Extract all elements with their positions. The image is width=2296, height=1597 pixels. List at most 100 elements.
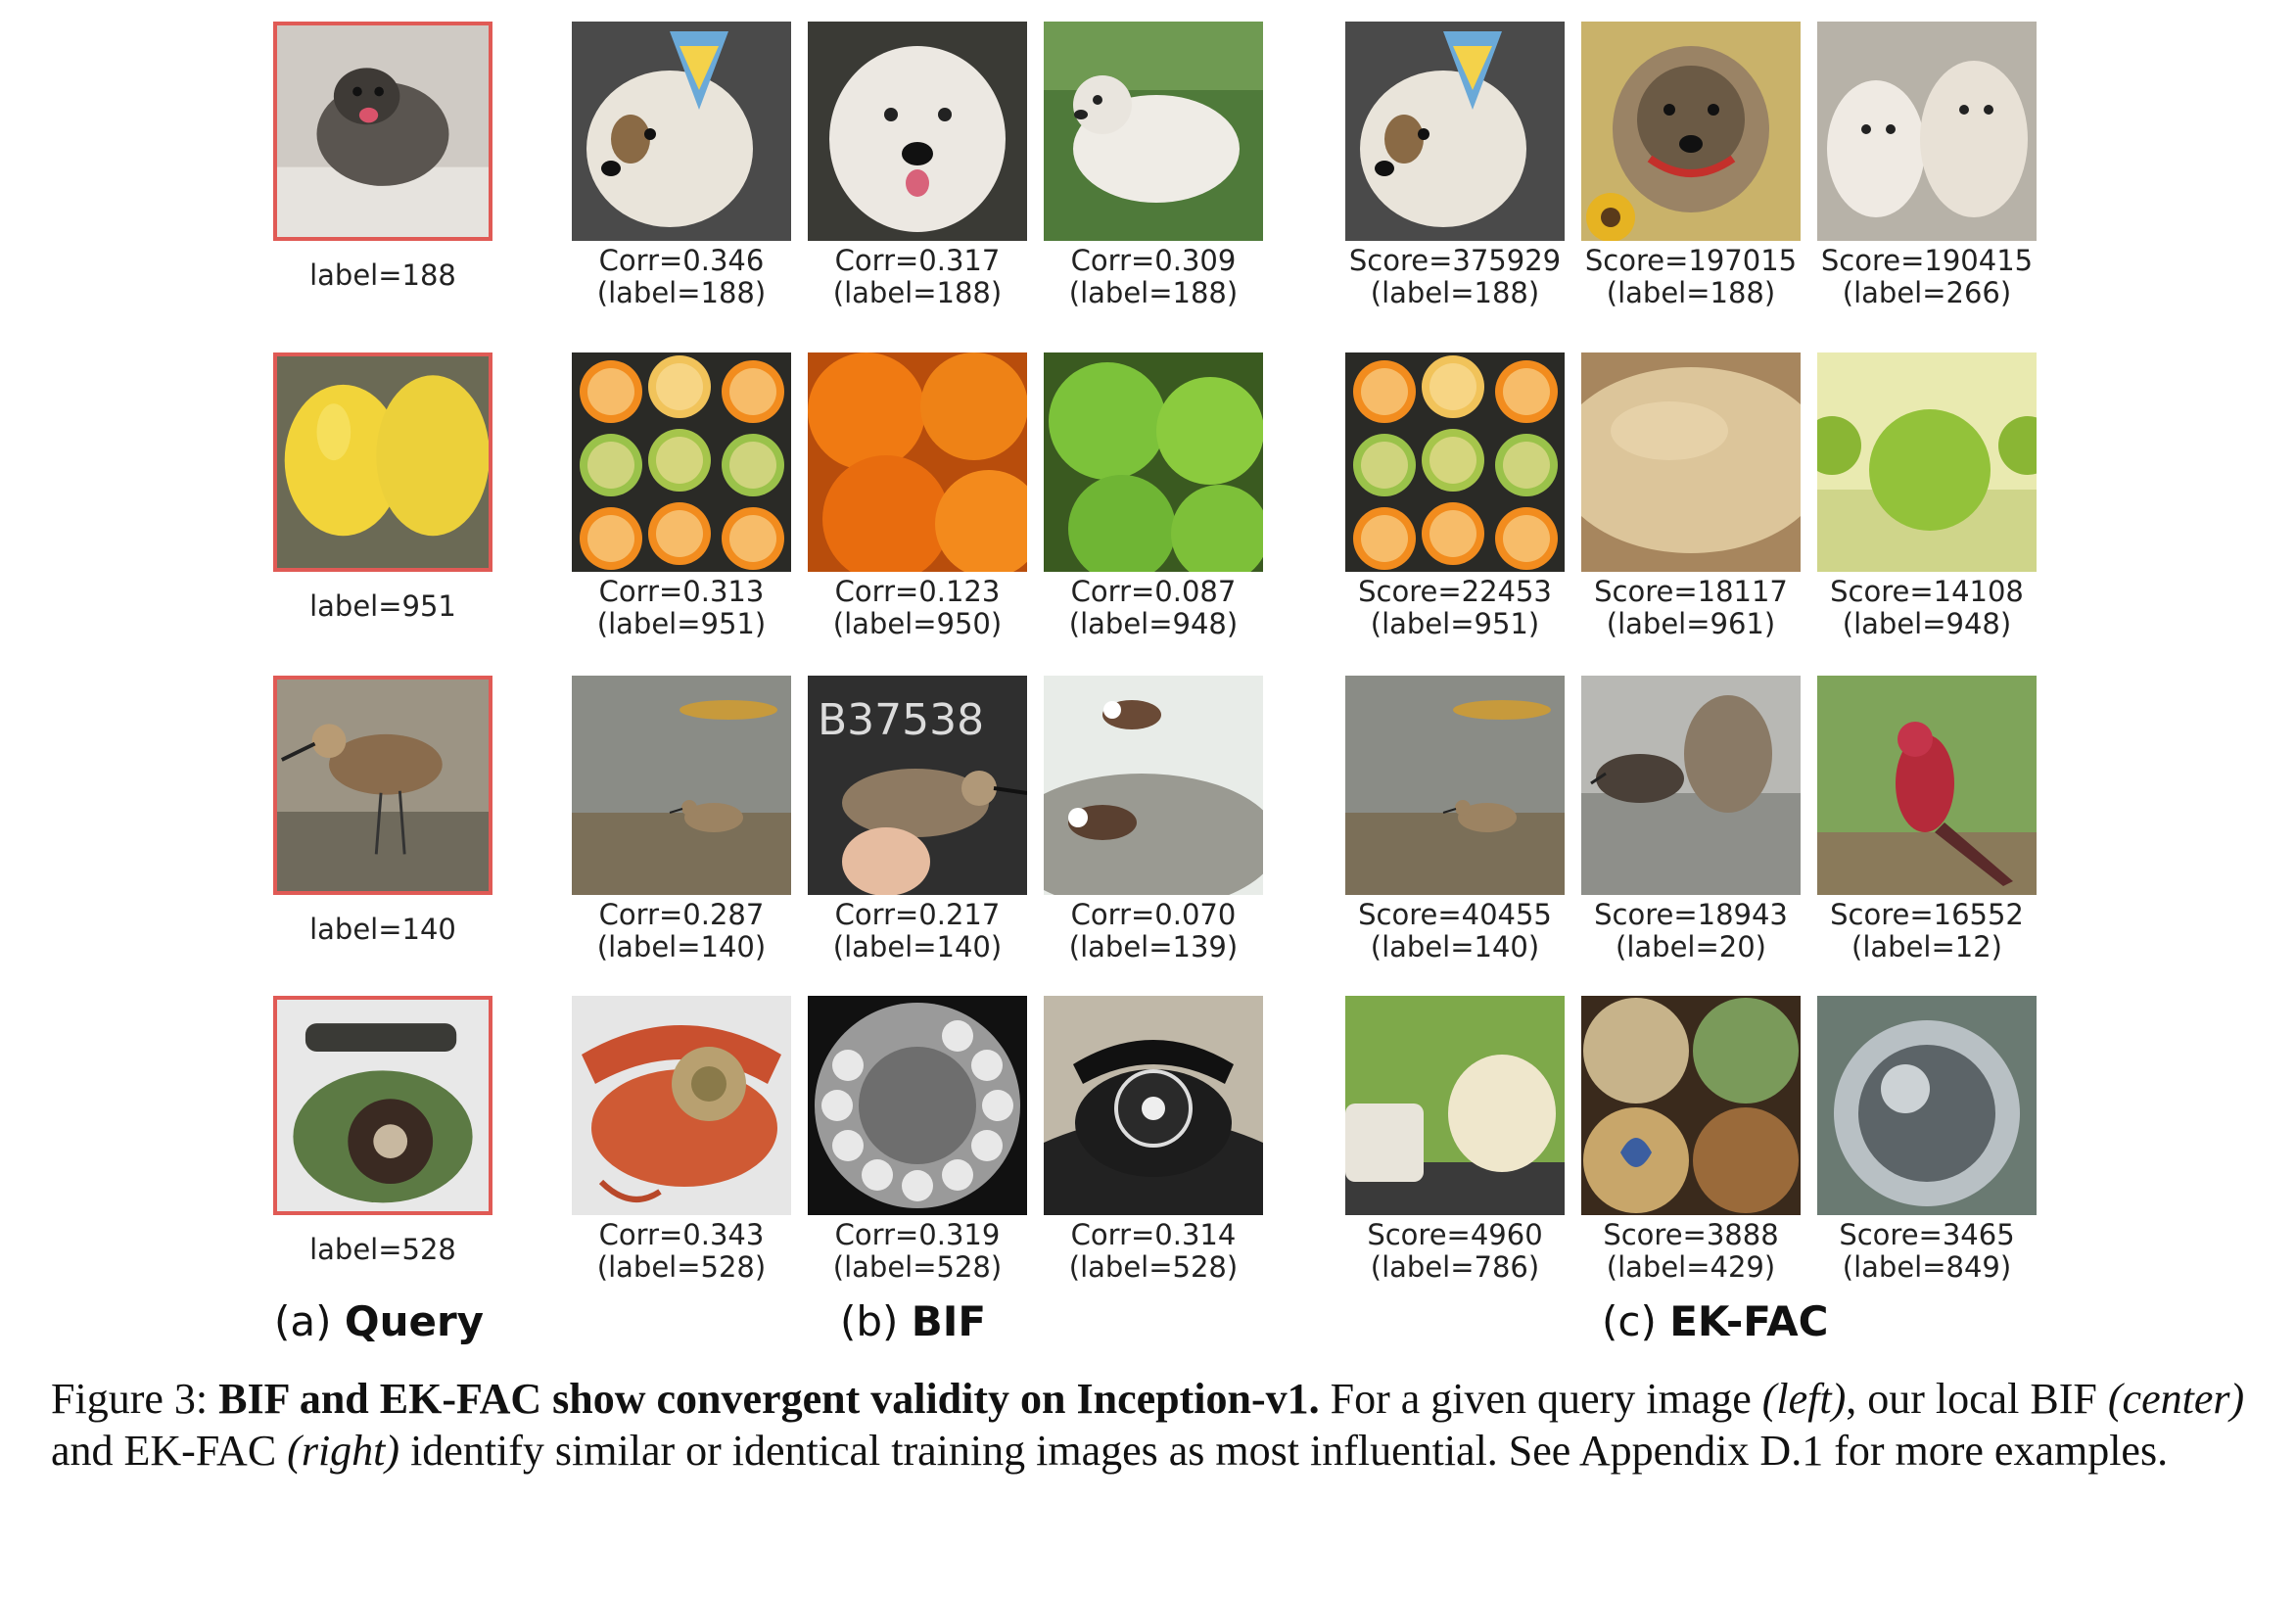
influential-image [1345,676,1565,895]
image-caption: Score=18117 (label=961) [1573,576,1808,640]
influential-image [808,352,1027,572]
score-text: Score=190415 [1820,244,2034,277]
influential-image [1581,996,1801,1215]
label-text: (label=961) [1606,607,1776,640]
query-image [273,22,492,241]
sandpiper-icon [277,680,489,891]
caption-italic: (center) [2107,1375,2245,1423]
label-text: (label=140) [832,930,1003,963]
caption-text: For a given query image [1330,1375,1752,1423]
label-text: (label=528) [596,1250,767,1284]
influential-image [808,22,1027,241]
rotary-dial-closeup-icon [808,996,1027,1215]
caption-italic: (left) [1761,1375,1847,1423]
query-label: label=188 [309,258,456,292]
caption-text: identify similar or identical training i… [410,1427,2169,1475]
label-text: (label=948) [1068,607,1239,640]
score-text: Corr=0.314 [1070,1218,1237,1251]
image-caption: Corr=0.070 (label=139) [1036,899,1271,963]
image-caption: Score=40455 (label=140) [1337,899,1572,963]
panel-prefix: (a) [274,1297,332,1345]
white-terrier-face-icon [808,22,1027,241]
panel-name: EK-FAC [1669,1297,1829,1345]
red-rotary-phone-icon [572,996,791,1215]
label-text: (label=140) [596,930,767,963]
score-text: Score=4960 [1367,1218,1543,1251]
score-text: Score=40455 [1358,898,1552,931]
image-caption: Score=3888 (label=429) [1573,1219,1808,1284]
label-text: (label=266) [1842,276,2012,309]
influential-image [1581,676,1801,895]
sandpiper-water-icon [1345,676,1565,895]
black-rotary-phone-icon [1044,996,1263,1215]
image-caption: Score=375929 (label=188) [1337,245,1572,309]
score-text: Corr=0.346 [598,244,765,277]
label-text: (label=188) [832,276,1003,309]
panel-prefix: (b) [840,1297,899,1345]
sliced-citrus-icon [572,352,791,572]
panel-label-bif: (b) BIF [840,1297,986,1345]
label-text: (label=12) [1851,930,2002,963]
sliced-citrus-icon [1345,352,1565,572]
score-text: Corr=0.070 [1070,898,1237,931]
label-text: (label=950) [832,607,1003,640]
chrome-kettle-icon [1817,996,2037,1215]
score-text: Corr=0.343 [598,1218,765,1251]
image-caption: Corr=0.313 (label=951) [564,576,799,640]
caption-figure-number: Figure 3: [51,1375,209,1423]
score-text: Corr=0.317 [834,244,1001,277]
influential-image [1817,996,2037,1215]
green-apple-icon [1817,352,2037,572]
score-text: Score=18117 [1594,575,1788,608]
influential-image [1581,22,1801,241]
influential-image [808,996,1027,1215]
dough-icon [1581,352,1801,572]
image-caption: Score=16552 (label=12) [1809,899,2044,963]
query-image [273,676,492,895]
image-caption: Corr=0.087 (label=948) [1036,576,1271,640]
image-caption: Corr=0.217 (label=140) [800,899,1035,963]
query-label: label=528 [309,1233,456,1266]
query-label: label=140 [309,913,456,946]
caption-italic: (right) [287,1427,400,1475]
influential-image [572,996,791,1215]
influential-image [1044,996,1263,1215]
panel-label-ekfac: (c) EK-FAC [1602,1297,1828,1345]
label-text: (label=528) [1068,1250,1239,1284]
score-text: Corr=0.309 [1070,244,1237,277]
terrier-party-hat-icon [572,22,791,241]
caption-bold-title: BIF and EK-FAC show convergent validity … [218,1375,1320,1423]
sandpiper-water-icon [572,676,791,895]
label-text: (label=188) [596,276,767,309]
terrier-party-hat-icon [1345,22,1565,241]
label-text: (label=140) [1370,930,1540,963]
sandpiper-in-hand-icon: B37538 [808,676,1027,895]
label-text: (label=188) [1370,276,1540,309]
influential-image [1817,676,2037,895]
score-text: Corr=0.319 [834,1218,1001,1251]
image-caption: Corr=0.314 (label=528) [1036,1219,1271,1284]
image-caption: Score=14108 (label=948) [1809,576,2044,640]
image-caption: Score=197015 (label=188) [1573,245,1808,309]
influential-image [1817,352,2037,572]
lemons-icon [277,356,489,568]
label-text: (label=951) [596,607,767,640]
label-text: (label=20) [1616,930,1766,963]
image-caption: Score=4960 (label=786) [1337,1219,1572,1284]
label-text: (label=188) [1068,276,1239,309]
panel-name: Query [344,1297,485,1345]
dipper-bird-icon [1581,676,1801,895]
image-caption: Score=18943 (label=20) [1573,899,1808,963]
label-text: (label=786) [1370,1250,1540,1284]
influential-image [1044,676,1263,895]
green-apples-icon [1044,352,1263,572]
score-text: Corr=0.313 [598,575,765,608]
score-text: Score=22453 [1358,575,1552,608]
panel-label-query: (a) Query [274,1297,484,1345]
caption-text: , our local BIF [1846,1375,2097,1423]
svg-text:B37538: B37538 [818,695,984,745]
image-caption: Score=3465 (label=849) [1809,1219,2044,1284]
image-caption: Corr=0.287 (label=140) [564,899,799,963]
figure-caption: Figure 3: BIF and EK-FAC show convergent… [51,1373,2273,1477]
score-text: Corr=0.217 [834,898,1001,931]
